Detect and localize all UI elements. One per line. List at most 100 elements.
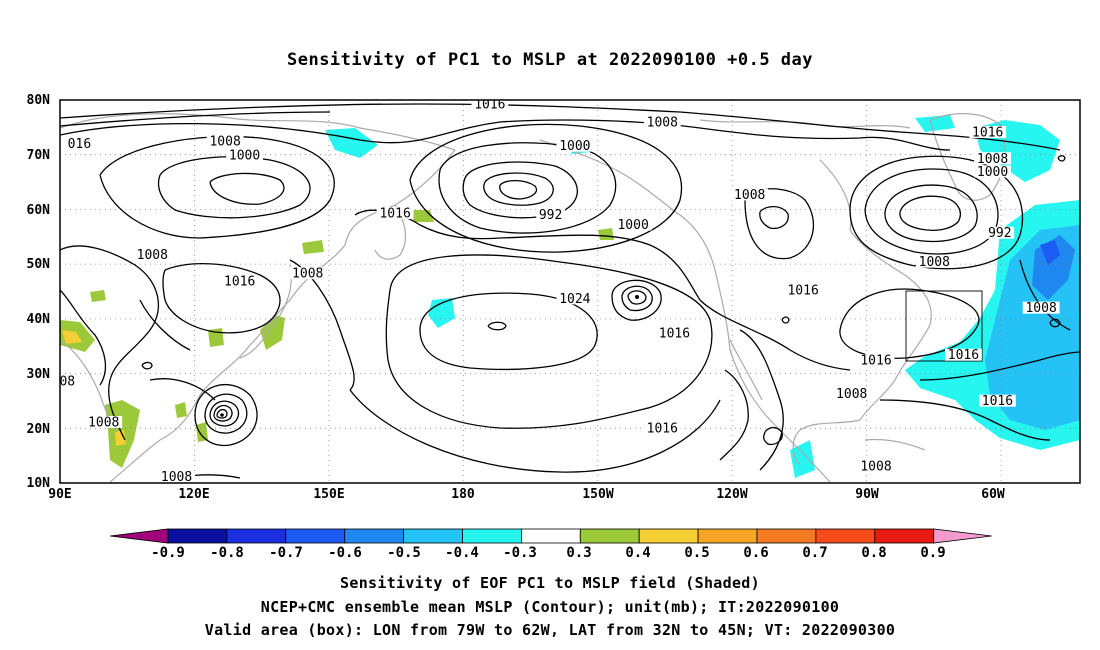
- colorbar-bin: [638, 528, 699, 544]
- contour-label-bg: [226, 148, 263, 161]
- colorbar-label: 0.5: [684, 545, 709, 561]
- contour-label: 1016: [474, 98, 505, 113]
- valid-area-box: [905, 290, 983, 362]
- colorbar-min-arrow: [109, 528, 169, 544]
- coast-japan: [239, 264, 292, 359]
- contour-label: 1008: [977, 152, 1008, 167]
- contour-1008-mexico: [739, 329, 784, 471]
- lon-tick: 60W: [981, 487, 1005, 502]
- contour-label-bg: [833, 387, 871, 400]
- lon-tick: 90E: [48, 487, 71, 502]
- contour-label: 016: [68, 137, 91, 152]
- contour-label-bg: [974, 152, 1011, 165]
- contour-label-bg: [60, 374, 78, 387]
- lon-tick: 150E: [313, 487, 344, 502]
- contour-label-bg: [857, 354, 895, 367]
- contour-label: 992: [988, 226, 1011, 241]
- contour-label: 1008: [734, 188, 765, 203]
- contour-label-bg: [289, 267, 327, 280]
- contour-label-bg: [221, 274, 259, 287]
- contour-1000-hudson: [864, 168, 999, 255]
- colorbar-label: -0.5: [387, 545, 421, 561]
- coast-americas-west: [714, 269, 831, 483]
- contour-1016-pac-tropics: [349, 389, 721, 473]
- contour-1008-north: [60, 119, 951, 151]
- contour-label-bg: [133, 248, 171, 261]
- contour-label: 1008: [919, 255, 950, 270]
- contour-typhoon-5: [216, 408, 228, 419]
- contour-1008-mexico-b: [719, 369, 749, 461]
- contour-label: 992: [539, 208, 562, 223]
- contour-label: 1000: [977, 165, 1008, 180]
- contour-typhoon-1: [194, 384, 258, 447]
- contour-992-aleut: [462, 161, 578, 219]
- contour-label: 1008: [647, 116, 678, 131]
- colorbar-labels: -0.9 -0.8 -0.7 -0.6 -0.5 -0.4 -0.3 0.3 0…: [151, 545, 946, 561]
- contour-1008-seasia: [139, 299, 191, 351]
- lon-tick: 120W: [716, 487, 747, 502]
- coast-gulf: [792, 419, 861, 466]
- coast-baja: [729, 339, 763, 401]
- colorbar-label: -0.8: [210, 545, 244, 561]
- contour-1008-indochina: [60, 245, 160, 441]
- colorbar-bin: [579, 528, 640, 544]
- contour-label-bg: [985, 226, 1015, 239]
- coast-asia-east: [109, 149, 456, 483]
- contour-label-bg: [471, 100, 509, 111]
- contour-label: 1008: [292, 267, 323, 282]
- contour-label-bg: [979, 394, 1016, 407]
- lat-tick: 70N: [27, 148, 51, 163]
- contour-label: 1008: [860, 459, 891, 474]
- contour-1008-india: [60, 289, 107, 386]
- contour-1016-arctic-b: [60, 111, 331, 127]
- contour-low-gulfak-2: [621, 285, 653, 312]
- contour-992-hudson: [884, 184, 978, 243]
- contour-label: 1008: [137, 248, 168, 263]
- lat-tick: 40N: [27, 312, 51, 327]
- coast-us-east: [859, 274, 932, 421]
- colorbar-label: 0.3: [566, 545, 591, 561]
- contour-1008-hudson: [849, 155, 1024, 270]
- lon-tick: 90W: [855, 487, 879, 502]
- coast-alaska: [539, 139, 716, 271]
- contour-1000-asia: [157, 156, 311, 219]
- contour-label: 08: [59, 374, 75, 389]
- contour-label: 1016: [982, 394, 1013, 409]
- colorbar-bin: [756, 528, 817, 544]
- coast-greenland: [929, 113, 1006, 201]
- shade-arctic-cyan: [915, 115, 955, 132]
- colorbar-bin: [167, 528, 228, 544]
- contour-label: 1000: [559, 139, 590, 154]
- map-frame: [59, 99, 1081, 484]
- colorbar-bin: [521, 528, 581, 544]
- contour-1000-aleut: [438, 142, 617, 234]
- colorbar-bin: [226, 528, 287, 544]
- shade-northatlantic-core: [1040, 240, 1060, 265]
- contour-small-us: [781, 316, 790, 324]
- colorbar-bin: [815, 528, 876, 544]
- legend-line-1: Sensitivity of EOF PC1 to MSLP field (Sh…: [340, 574, 760, 592]
- contour-1008-scs: [149, 378, 216, 401]
- contour-label-bg: [915, 255, 953, 268]
- lon-tick: 180: [451, 487, 475, 502]
- legend-line-3: Valid area (box): LON from 79W to 62W, L…: [204, 621, 896, 639]
- colorbar-label: -0.9: [151, 545, 185, 561]
- contour-small-atl: [1049, 318, 1061, 328]
- contour-label-bg: [945, 348, 982, 361]
- contour-1016-atl: [919, 351, 1080, 381]
- contour-small-atl-b: [1057, 155, 1066, 162]
- contour-label: 1016: [379, 206, 410, 221]
- colorbar-bin: [285, 528, 346, 544]
- coast-asia-north: [60, 113, 456, 151]
- colorbar-max-arrow: [933, 528, 992, 544]
- shade-luzon-green: [196, 422, 208, 442]
- colorbar-label: 0.9: [920, 545, 945, 561]
- contour-label-bg: [85, 416, 123, 429]
- shade-china-green: [90, 290, 106, 302]
- lat-tick: 10N: [27, 476, 51, 491]
- lon-tick: 120E: [178, 487, 209, 502]
- contour-low-gulfak-3: [627, 290, 647, 305]
- contour-label: 1016: [948, 348, 979, 363]
- colorbar-label: 0.8: [861, 545, 886, 561]
- shade-gulfalaska-green: [598, 228, 614, 240]
